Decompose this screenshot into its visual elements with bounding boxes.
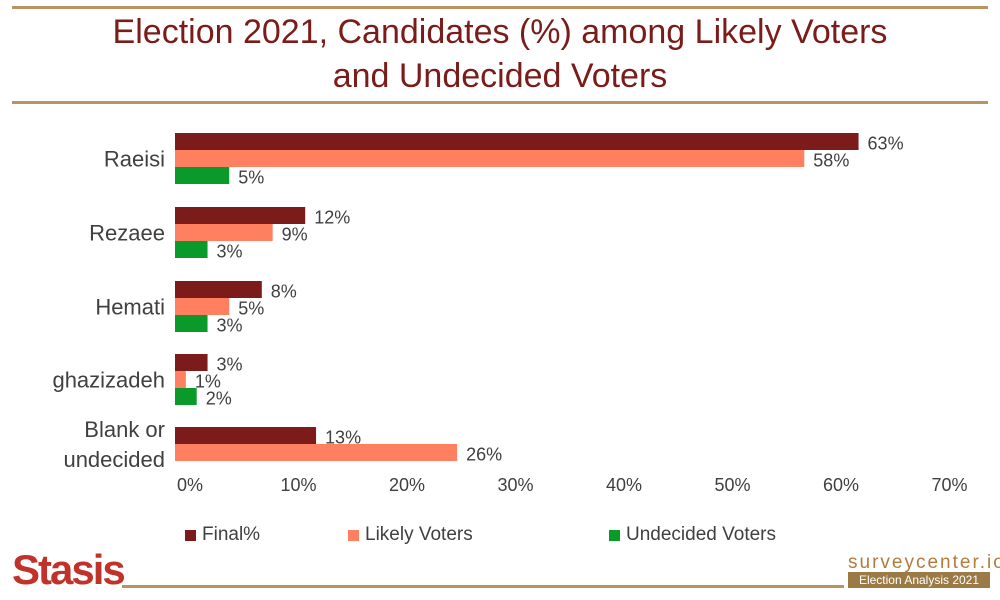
x-tick-label-70: 70% <box>931 475 967 495</box>
category-label-blank-or-undecided-line-1: Blank or <box>84 417 165 442</box>
legend-label-likely-voters: Likely Voters <box>365 524 473 545</box>
title-underline-rule <box>12 101 988 104</box>
x-tick-label-0: 0% <box>177 475 203 495</box>
x-tick-label-60: 60% <box>823 475 859 495</box>
bar-final-ghazizadeh <box>175 354 208 371</box>
brand-subtitle: Election Analysis 2021 <box>848 572 990 588</box>
legend-swatch-likely-voters <box>348 529 359 541</box>
x-tick-label-40: 40% <box>606 475 642 495</box>
category-label-ghazizadeh: ghazizadeh <box>52 368 165 393</box>
bar-likely-voters-ghazizadeh <box>175 371 186 388</box>
legend-item-final: Final% <box>185 524 260 546</box>
x-tick-label-20: 20% <box>389 475 425 495</box>
top-rule <box>12 6 988 9</box>
stasis-logo: Stasis <box>12 546 126 593</box>
category-label-raeisi: Raeisi <box>104 147 165 172</box>
bar-undecided-voters-rezaee <box>175 241 208 258</box>
data-label-undecided-voters-rezaee: 3% <box>217 242 243 262</box>
bar-undecided-voters-hemati <box>175 315 208 332</box>
category-label-hemati: Hemati <box>95 295 165 320</box>
data-label-likely-voters-blank-or-undecided: 26% <box>466 445 502 465</box>
bar-likely-voters-hemati <box>175 298 230 315</box>
bar-likely-voters-rezaee <box>175 224 273 241</box>
legend-swatch-undecided-voters <box>609 529 620 541</box>
data-label-likely-voters-raeisi: 58% <box>813 151 849 171</box>
bar-final-raeisi <box>175 133 859 150</box>
category-label-rezaee: Rezaee <box>89 221 165 246</box>
data-label-undecided-voters-raeisi: 5% <box>238 168 264 188</box>
data-label-likely-voters-ghazizadeh: 1% <box>195 372 221 392</box>
data-label-likely-voters-rezaee: 9% <box>282 225 308 245</box>
bar-undecided-voters-raeisi <box>175 167 230 184</box>
bar-undecided-voters-ghazizadeh <box>175 388 197 405</box>
data-label-final-rezaee: 12% <box>314 208 350 228</box>
data-label-likely-voters-hemati: 5% <box>238 299 264 319</box>
chart-title-line-1: Election 2021, Candidates (%) among Like… <box>112 13 888 51</box>
x-tick-label-30: 30% <box>497 475 533 495</box>
chart-title: Election 2021, Candidates (%) among Like… <box>40 10 960 98</box>
bar-final-rezaee <box>175 207 306 224</box>
data-label-final-hemati: 8% <box>271 282 297 302</box>
data-label-undecided-voters-ghazizadeh: 2% <box>206 389 232 409</box>
x-tick-label-50: 50% <box>714 475 750 495</box>
footer-rule <box>122 585 844 588</box>
brand-name: surveycenter.io <box>848 552 1000 573</box>
data-label-final-ghazizadeh: 3% <box>217 355 243 375</box>
legend-label-undecided-voters: Undecided Voters <box>626 524 776 545</box>
legend-item-likely-voters: Likely Voters <box>348 524 473 546</box>
data-label-undecided-voters-hemati: 3% <box>217 316 243 336</box>
bar-likely-voters-blank-or-undecided <box>175 444 458 461</box>
data-label-final-raeisi: 63% <box>868 134 904 154</box>
bar-final-hemati <box>175 281 262 298</box>
bar-final-blank-or-undecided <box>175 427 317 444</box>
legend-swatch-final <box>185 529 196 541</box>
category-label-blank-or-undecided-line-2: undecided <box>63 447 165 472</box>
legend-label-final: Final% <box>202 524 261 545</box>
legend-item-undecided-voters: Undecided Voters <box>609 524 776 546</box>
chart-title-line-2: and Undecided Voters <box>332 57 668 95</box>
bar-likely-voters-raeisi <box>175 150 805 167</box>
x-tick-label-10: 10% <box>280 475 316 495</box>
data-label-final-blank-or-undecided: 13% <box>325 428 361 448</box>
